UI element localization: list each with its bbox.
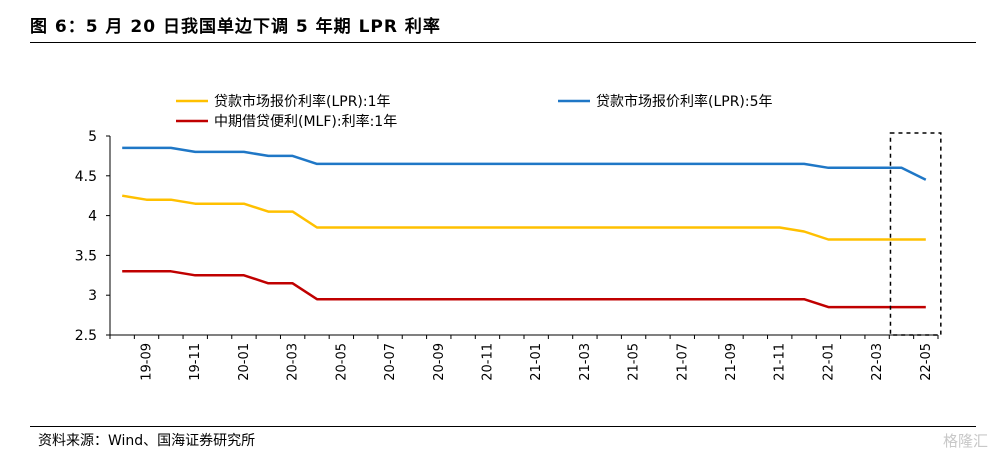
legend-label-mlf_1y: 中期借贷便利(MLF):利率:1年 bbox=[214, 113, 397, 130]
y-tick-label: 4 bbox=[88, 209, 97, 225]
page-title: 图 6：5 月 20 日我国单边下调 5 年期 LPR 利率 bbox=[30, 17, 441, 37]
y-tick-label: 3.5 bbox=[75, 248, 97, 264]
x-tick-label: 22-03 bbox=[870, 343, 885, 381]
series-line-mlf_1y bbox=[122, 270, 926, 309]
x-tick-label: 20-03 bbox=[286, 343, 301, 381]
legend-label-lpr_1y: 贷款市场报价利率(LPR):1年 bbox=[214, 93, 391, 110]
x-tick-label: 21-05 bbox=[627, 343, 642, 381]
y-tick-label: 5 bbox=[88, 129, 97, 145]
y-tick-label: 3 bbox=[88, 288, 97, 304]
source-divider bbox=[30, 426, 976, 427]
x-tick-label: 19-09 bbox=[140, 343, 155, 381]
x-tick-label: 20-07 bbox=[383, 343, 398, 381]
x-tick-label: 22-05 bbox=[919, 343, 934, 381]
x-tick-label: 20-01 bbox=[237, 343, 252, 381]
x-tick-label: 21-01 bbox=[529, 343, 544, 381]
y-tick-label: 2.5 bbox=[75, 328, 97, 344]
x-tick-label: 20-05 bbox=[334, 343, 349, 381]
title-divider bbox=[30, 42, 976, 43]
x-tick-label: 21-03 bbox=[578, 343, 593, 381]
watermark: 格隆汇 bbox=[942, 432, 988, 450]
x-tick-label: 21-11 bbox=[773, 343, 788, 381]
x-tick-label: 21-09 bbox=[724, 343, 739, 381]
x-tick-label: 20-09 bbox=[432, 343, 447, 381]
series-layer bbox=[121, 146, 927, 309]
y-tick-label: 4.5 bbox=[75, 169, 97, 185]
legend: 贷款市场报价利率(LPR):1年 贷款市场报价利率(LPR):5年中期借贷便利(M… bbox=[176, 93, 773, 130]
series-line-lpr_5y bbox=[122, 146, 927, 181]
x-tick-label: 21-07 bbox=[675, 343, 690, 381]
highlight-box bbox=[889, 132, 942, 336]
x-tick-label: 20-11 bbox=[480, 343, 495, 381]
x-tick-label: 22-01 bbox=[821, 343, 836, 381]
series-line-lpr_1y bbox=[121, 194, 926, 241]
axes-layer: 5 4.5 4 3.5 3 2.5 19-09 19-11 20-01 20-03 20-05 20-… bbox=[75, 129, 939, 381]
x-tick-label: 19-11 bbox=[188, 343, 203, 381]
legend-label-lpr_5y: 贷款市场报价利率(LPR):5年 bbox=[596, 93, 773, 110]
source-note: 资料来源：Wind、国海证券研究所 bbox=[38, 433, 256, 449]
